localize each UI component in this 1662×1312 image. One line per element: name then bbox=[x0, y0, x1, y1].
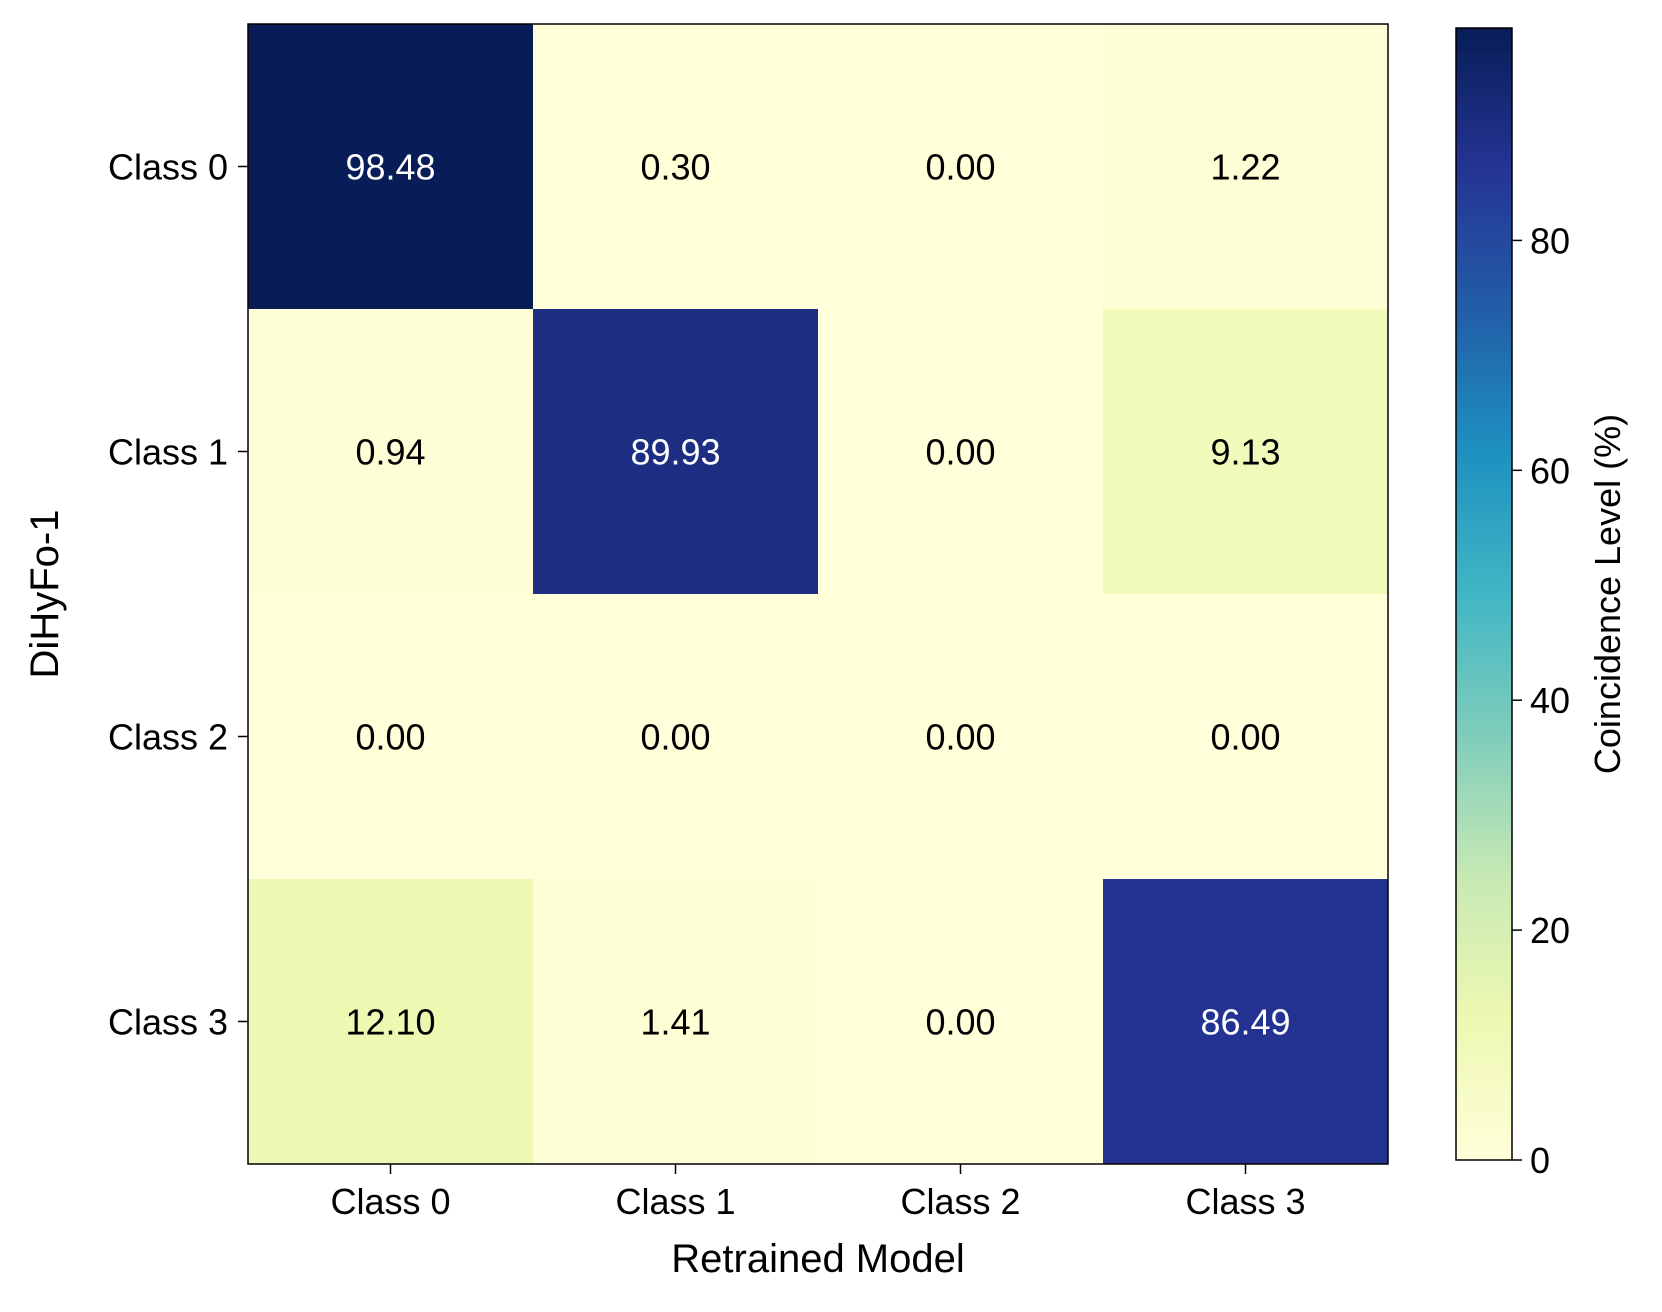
colorbar-tick-label: 0 bbox=[1530, 1140, 1550, 1181]
cell-value-label: 0.00 bbox=[1210, 717, 1280, 758]
heatmap-cell bbox=[1103, 309, 1389, 595]
x-tick-label: Class 0 bbox=[330, 1181, 450, 1222]
x-axis-ticks: Class 0 Class 1 Class 2 Class 3 bbox=[330, 1164, 1306, 1222]
heatmap-cell-labels: 98.48 0.30 0.00 1.22 0.94 89.93 0.00 9.13 0.00 0.… bbox=[345, 147, 1290, 1043]
heatmap-cell bbox=[533, 594, 819, 880]
y-axis-ticks: Class 0 Class 1 Class 2 Class 3 bbox=[108, 147, 248, 1043]
cell-value-label: 86.49 bbox=[1200, 1002, 1290, 1043]
cell-value-label: 1.41 bbox=[640, 1002, 710, 1043]
colorbar-tick-label: 80 bbox=[1530, 220, 1570, 261]
cell-value-label: 0.30 bbox=[640, 147, 710, 188]
y-tick-label: Class 1 bbox=[108, 432, 228, 473]
heatmap-cell bbox=[1103, 594, 1389, 880]
heatmap-cells bbox=[248, 24, 1389, 1165]
cell-value-label: 1.22 bbox=[1210, 147, 1280, 188]
heatmap-cell bbox=[533, 879, 819, 1165]
x-tick-label: Class 3 bbox=[1185, 1181, 1305, 1222]
heatmap-cell bbox=[1103, 24, 1389, 310]
heatmap-cell bbox=[818, 309, 1104, 595]
heatmap-cell bbox=[248, 594, 534, 880]
heatmap-cell bbox=[1103, 879, 1389, 1165]
heatmap-cell bbox=[533, 309, 819, 595]
colorbar-label: Coincidence Level (%) bbox=[1587, 414, 1628, 774]
x-axis-title: Retrained Model bbox=[671, 1237, 965, 1281]
cell-value-label: 0.00 bbox=[355, 717, 425, 758]
heatmap-cell bbox=[248, 309, 534, 595]
colorbar-tick-label: 40 bbox=[1530, 680, 1570, 721]
y-tick-label: Class 3 bbox=[108, 1002, 228, 1043]
heatmap-cell bbox=[818, 879, 1104, 1165]
y-tick-label: Class 2 bbox=[108, 717, 228, 758]
cell-value-label: 0.00 bbox=[640, 717, 710, 758]
heatmap-cell bbox=[248, 879, 534, 1165]
heatmap-cell bbox=[248, 24, 534, 310]
cell-value-label: 0.00 bbox=[925, 147, 995, 188]
heatmap-cell bbox=[533, 24, 819, 310]
cell-value-label: 98.48 bbox=[345, 147, 435, 188]
cell-value-label: 0.00 bbox=[925, 717, 995, 758]
colorbar-tick-label: 20 bbox=[1530, 910, 1570, 951]
cell-value-label: 89.93 bbox=[630, 432, 720, 473]
x-tick-label: Class 1 bbox=[615, 1181, 735, 1222]
heatmap-cell bbox=[818, 24, 1104, 310]
y-tick-label: Class 0 bbox=[108, 147, 228, 188]
plot-frame bbox=[247, 23, 1389, 1165]
colorbar-tick-label: 60 bbox=[1530, 450, 1570, 491]
cell-value-label: 12.10 bbox=[345, 1002, 435, 1043]
cell-value-label: 0.94 bbox=[355, 432, 425, 473]
cell-value-label: 9.13 bbox=[1210, 432, 1280, 473]
cell-value-label: 0.00 bbox=[925, 432, 995, 473]
y-axis-title: DiHyFo-1 bbox=[23, 510, 67, 679]
heatmap-cell bbox=[818, 594, 1104, 880]
colorbar bbox=[1455, 27, 1513, 1161]
x-tick-label: Class 2 bbox=[900, 1181, 1020, 1222]
colorbar-ticks: 0 20 40 60 80 bbox=[1512, 220, 1570, 1181]
cell-value-label: 0.00 bbox=[925, 1002, 995, 1043]
